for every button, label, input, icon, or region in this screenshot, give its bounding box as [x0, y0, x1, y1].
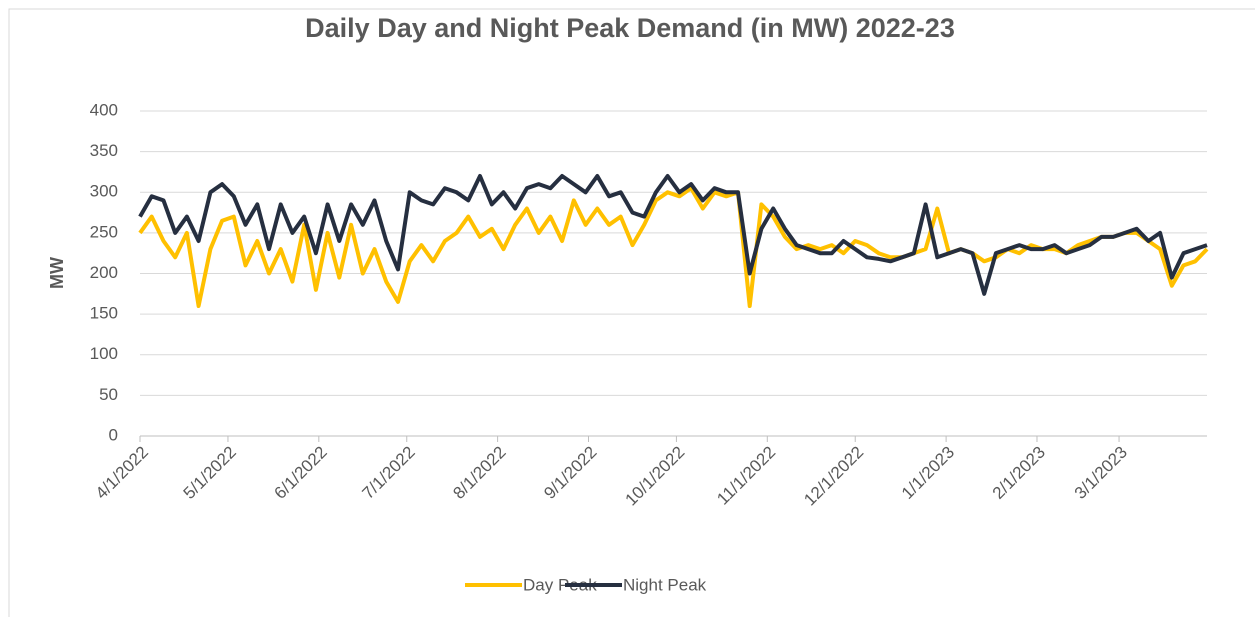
y-tick-label: 400	[90, 100, 118, 119]
legend-label: Day Peak	[523, 575, 597, 594]
chart-border	[8, 8, 1255, 622]
y-tick-label: 100	[90, 344, 118, 363]
y-tick-label: 250	[90, 222, 118, 241]
legend-label: Night Peak	[623, 575, 707, 594]
y-tick-label: 0	[109, 425, 118, 444]
y-tick-label: 300	[90, 182, 118, 201]
y-tick-label: 150	[90, 304, 118, 323]
y-tick-label: 200	[90, 263, 118, 282]
y-tick-label: 50	[99, 385, 118, 404]
chart-title: Daily Day and Night Peak Demand (in MW) …	[305, 13, 955, 43]
y-tick-label: 350	[90, 141, 118, 160]
y-axis-label: MW	[47, 257, 67, 289]
series-line	[138, 174, 1208, 296]
